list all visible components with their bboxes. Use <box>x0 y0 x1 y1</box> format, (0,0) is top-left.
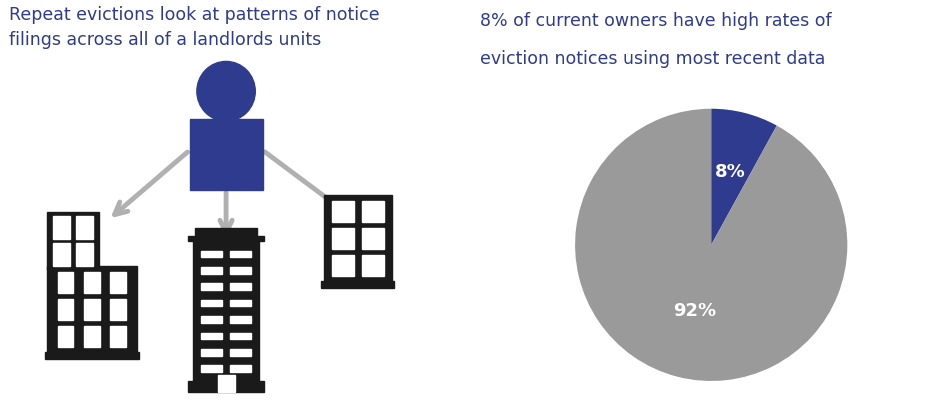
Text: Repeat evictions look at patterns of notice: Repeat evictions look at patterns of not… <box>9 6 380 24</box>
Bar <box>54 216 70 239</box>
Bar <box>201 251 222 257</box>
Bar <box>201 349 222 356</box>
Text: 92%: 92% <box>673 302 716 320</box>
Bar <box>332 228 354 249</box>
Bar <box>84 299 100 320</box>
Bar <box>332 255 354 276</box>
Wedge shape <box>711 109 777 245</box>
Bar <box>201 316 222 323</box>
Bar <box>54 243 70 266</box>
Bar <box>230 267 252 273</box>
Bar <box>47 212 99 270</box>
Bar <box>189 119 263 190</box>
Bar <box>218 375 235 392</box>
Bar <box>57 272 73 293</box>
Bar <box>362 228 384 249</box>
Bar <box>230 316 252 323</box>
Bar <box>110 326 126 347</box>
Ellipse shape <box>197 61 255 121</box>
Bar <box>201 365 222 372</box>
Bar <box>76 216 92 239</box>
Bar <box>201 267 222 273</box>
Wedge shape <box>575 109 848 381</box>
Bar <box>230 349 252 356</box>
Bar <box>195 228 256 236</box>
Bar <box>230 283 252 290</box>
Bar <box>188 236 264 241</box>
Bar <box>230 332 252 339</box>
Bar <box>57 299 73 320</box>
Bar <box>47 266 137 353</box>
Bar <box>84 272 100 293</box>
Bar <box>201 283 222 290</box>
Bar <box>332 201 354 222</box>
Bar <box>230 300 252 306</box>
Bar <box>324 195 392 282</box>
Bar <box>110 299 126 320</box>
Bar <box>188 381 264 392</box>
Bar <box>362 255 384 276</box>
Bar <box>110 272 126 293</box>
Bar <box>230 251 252 257</box>
Text: eviction notices using most recent data: eviction notices using most recent data <box>480 50 826 68</box>
Bar <box>84 326 100 347</box>
Bar <box>44 352 139 359</box>
Text: 8% of current owners have high rates of: 8% of current owners have high rates of <box>480 12 832 30</box>
Bar <box>201 300 222 306</box>
Bar <box>230 365 252 372</box>
Text: filings across all of a landlords units: filings across all of a landlords units <box>9 31 321 49</box>
Bar <box>193 241 259 382</box>
Text: 8%: 8% <box>714 164 745 181</box>
Bar <box>76 243 92 266</box>
Bar <box>321 281 395 288</box>
Bar <box>57 326 73 347</box>
Bar <box>362 201 384 222</box>
Bar <box>201 332 222 339</box>
